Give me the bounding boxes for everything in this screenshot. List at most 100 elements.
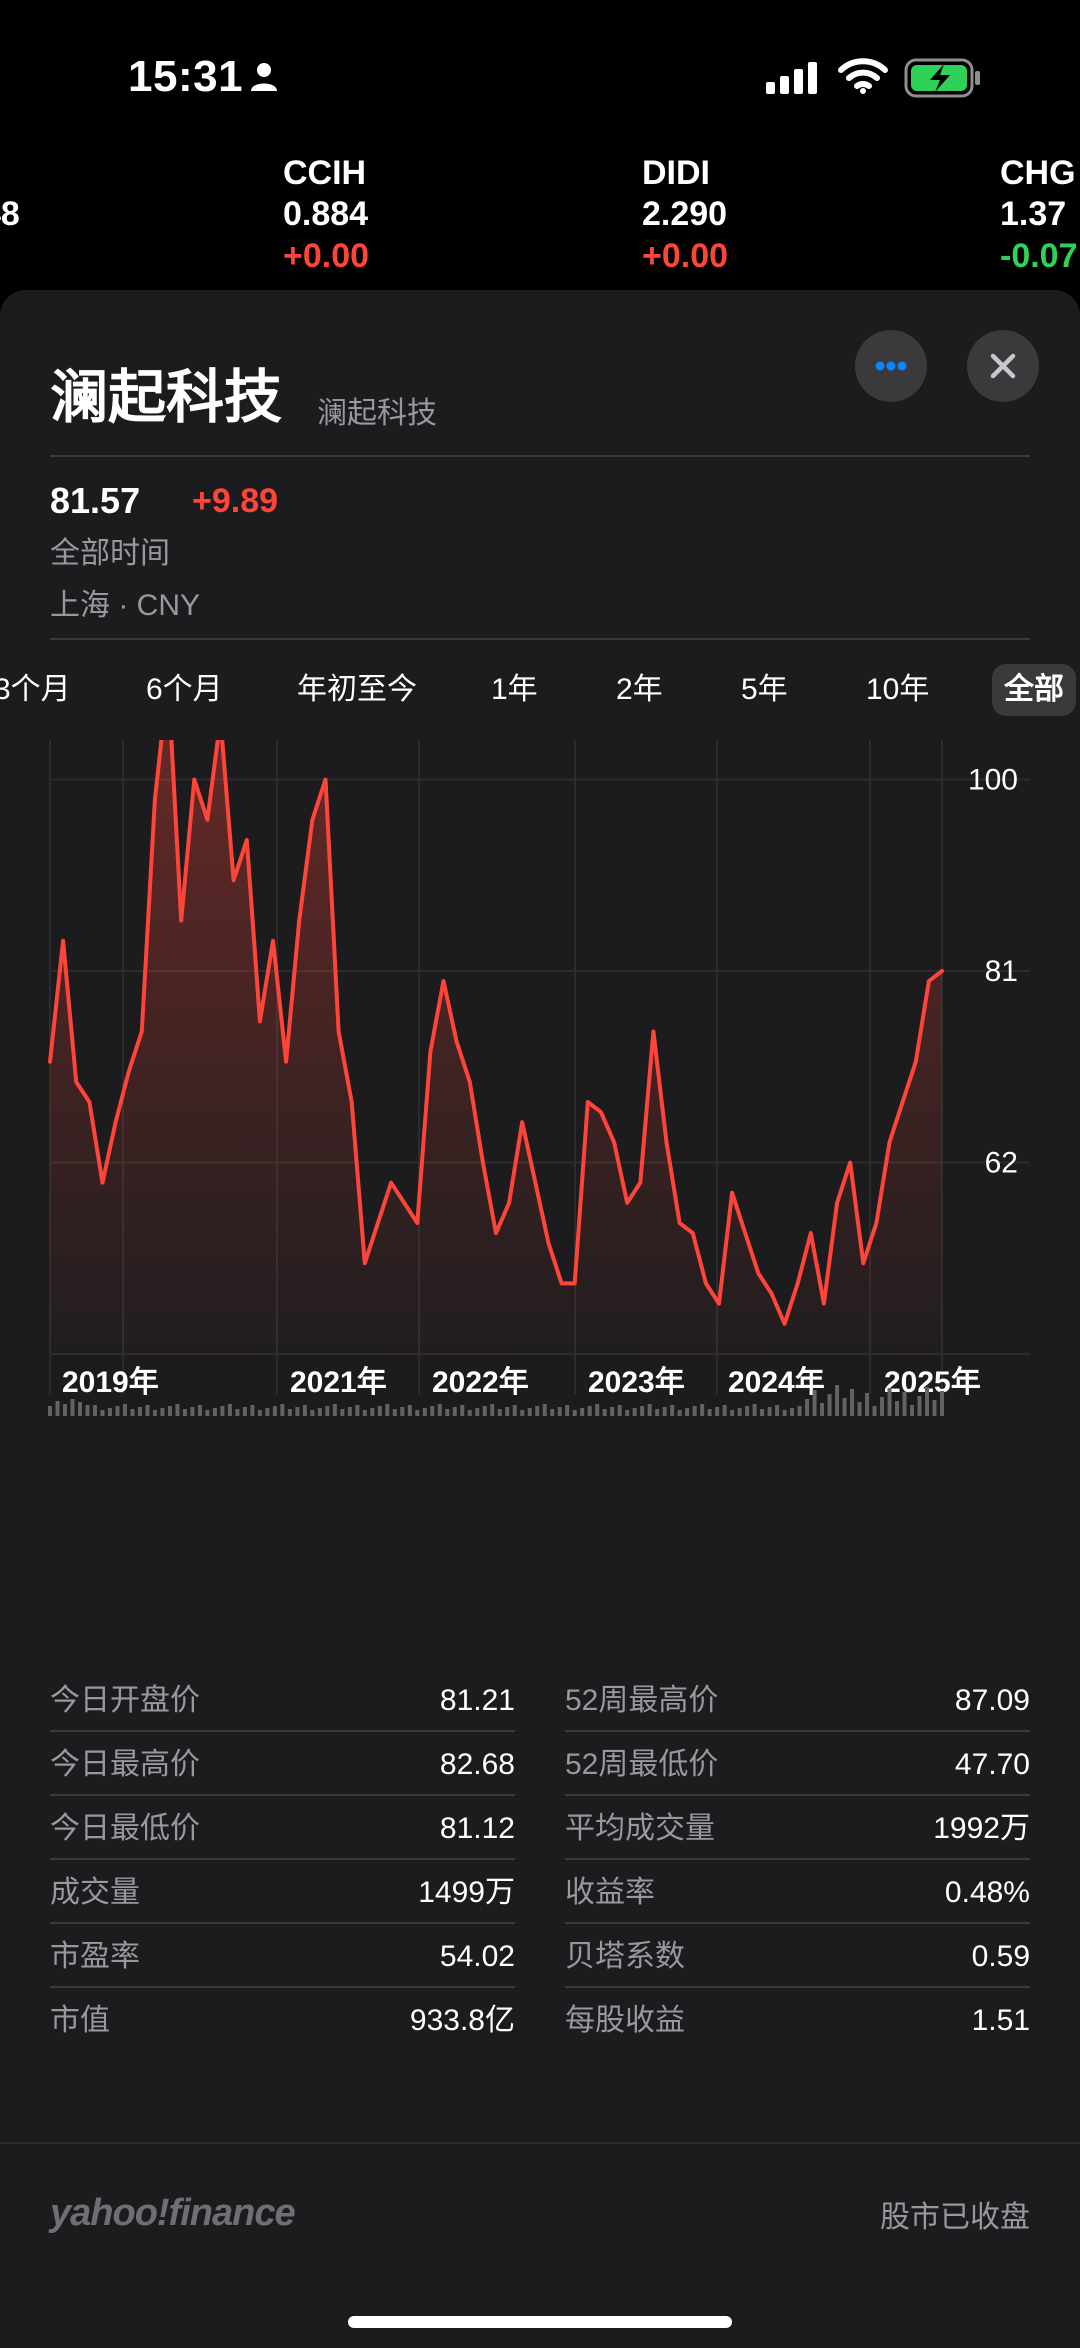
- x-tick-label: 2019年: [62, 1366, 159, 1399]
- volume-bar: [940, 1391, 944, 1416]
- volume-bar: [617, 1405, 622, 1416]
- status-bar: 15:31: [0, 0, 1080, 150]
- volume-bar: [647, 1404, 652, 1416]
- volume-bar: [92, 1405, 97, 1416]
- ticker-strip[interactable]: 48 CCIH 0.884 +0.00 DIDI 2.290 +0.00 CHG…: [0, 150, 1080, 290]
- volume-bar: [655, 1409, 660, 1416]
- volume-bar: [167, 1406, 172, 1416]
- volume-bar: [887, 1388, 892, 1416]
- volume-bar: [362, 1410, 367, 1416]
- volume-bar: [62, 1404, 67, 1416]
- volume-bar: [287, 1409, 292, 1416]
- volume-bar: [527, 1408, 532, 1416]
- volume-bar: [535, 1406, 540, 1416]
- volume-bar: [48, 1406, 52, 1416]
- volume-bar: [460, 1405, 465, 1416]
- volume-bar: [107, 1408, 112, 1416]
- range-10y[interactable]: 10年: [866, 673, 930, 706]
- volume-bar: [820, 1403, 825, 1416]
- x-tick-label: 2024年: [728, 1366, 825, 1399]
- volume-bar: [677, 1410, 682, 1416]
- ticker-item[interactable]: CHG 1.37 -0.07: [1000, 150, 1078, 277]
- price-change: +9.89: [192, 482, 279, 520]
- range-3m[interactable]: 3个月: [0, 673, 71, 706]
- volume-bar: [467, 1410, 472, 1416]
- volume-bar: [707, 1409, 712, 1416]
- volume-bar: [77, 1402, 82, 1416]
- volume-bar: [587, 1406, 592, 1416]
- header-divider: [50, 455, 1030, 457]
- volume-bar: [602, 1409, 607, 1416]
- volume-bar: [220, 1406, 225, 1416]
- volume-bar: [520, 1410, 525, 1416]
- range-all[interactable]: 全部: [992, 664, 1076, 716]
- ticker-item[interactable]: 48: [0, 195, 20, 233]
- volume-bar: [925, 1387, 930, 1416]
- volume-bar: [752, 1404, 757, 1416]
- range-2y[interactable]: 2年: [616, 673, 663, 706]
- volume-bar: [482, 1406, 487, 1416]
- volume-bar: [415, 1410, 420, 1416]
- volume-bar: [835, 1385, 840, 1416]
- volume-bar: [692, 1406, 697, 1416]
- volume-bar: [197, 1405, 202, 1416]
- volume-bar: [797, 1406, 802, 1416]
- volume-bar: [272, 1406, 277, 1416]
- volume-bar: [175, 1404, 180, 1416]
- exchange-label: 上海 · CNY: [50, 589, 200, 622]
- volume-bar: [595, 1404, 600, 1416]
- x-tick-label: 2025年: [884, 1366, 981, 1399]
- ticker-symbol: DIDI: [642, 154, 710, 192]
- volume-bar: [662, 1407, 667, 1416]
- ticker-price: 1.37: [1000, 195, 1067, 233]
- range-6m[interactable]: 6个月: [146, 673, 223, 706]
- x-axis-labels: 2019年 2021年 2022年 2023年 2024年 2025年: [62, 1366, 981, 1399]
- range-ytd[interactable]: 年初至今: [297, 673, 417, 706]
- ticker-change: +0.00: [642, 237, 729, 275]
- range-1y[interactable]: 1年: [491, 673, 538, 706]
- volume-bar: [745, 1406, 750, 1416]
- volume-bar: [610, 1407, 615, 1416]
- volume-bar: [422, 1408, 427, 1416]
- yahoo-finance-logo[interactable]: yahoo!finance: [50, 2192, 296, 2234]
- ticker-symbol: CCIH: [283, 154, 367, 192]
- volume-bar: [760, 1409, 765, 1416]
- volume-bar: [452, 1407, 457, 1416]
- stat-beta: 贝塔系数 0.59: [565, 1926, 1030, 1988]
- home-indicator[interactable]: [348, 2316, 732, 2328]
- volume-bar: [685, 1408, 690, 1416]
- volume-bar: [445, 1409, 450, 1416]
- volume-bar: [205, 1410, 210, 1416]
- volume-bar: [857, 1402, 862, 1416]
- ticker-item[interactable]: CCIH 0.884 +0.00: [283, 150, 369, 277]
- volume-bar: [400, 1407, 405, 1416]
- volume-bar: [812, 1390, 817, 1416]
- volume-bar: [437, 1404, 442, 1416]
- current-price: 81.57: [50, 480, 141, 521]
- market-status: 股市已收盘: [880, 2201, 1030, 2234]
- volume-bar: [640, 1406, 645, 1416]
- more-button[interactable]: [855, 330, 927, 402]
- volume-bar: [722, 1405, 727, 1416]
- period-label: 全部时间: [50, 537, 170, 570]
- volume-bar: [385, 1404, 390, 1416]
- volume-bar: [895, 1401, 900, 1416]
- price-chart[interactable]: 1191008162 2019年2021年2022年2023年2024年2025…: [0, 740, 1080, 1630]
- volume-bar: [212, 1408, 217, 1416]
- stat-market-cap: 市值 933.8亿: [50, 2004, 515, 2037]
- volume-bar: [407, 1405, 412, 1416]
- volume-bar: [872, 1406, 877, 1416]
- volume-bar: [310, 1410, 315, 1416]
- volume-bar: [332, 1404, 337, 1416]
- volume-bar: [580, 1408, 585, 1416]
- volume-bar: [730, 1410, 735, 1416]
- volume-bar: [827, 1394, 832, 1416]
- range-5y[interactable]: 5年: [741, 673, 788, 706]
- ticker-item[interactable]: DIDI 2.290 +0.00: [642, 150, 728, 277]
- volume-bar: [550, 1409, 555, 1416]
- volume-bar: [265, 1408, 270, 1416]
- close-button[interactable]: [967, 330, 1039, 402]
- volume-bar: [377, 1406, 382, 1416]
- stat-yield: 收益率 0.48%: [565, 1862, 1030, 1924]
- volume-bar: [880, 1397, 885, 1416]
